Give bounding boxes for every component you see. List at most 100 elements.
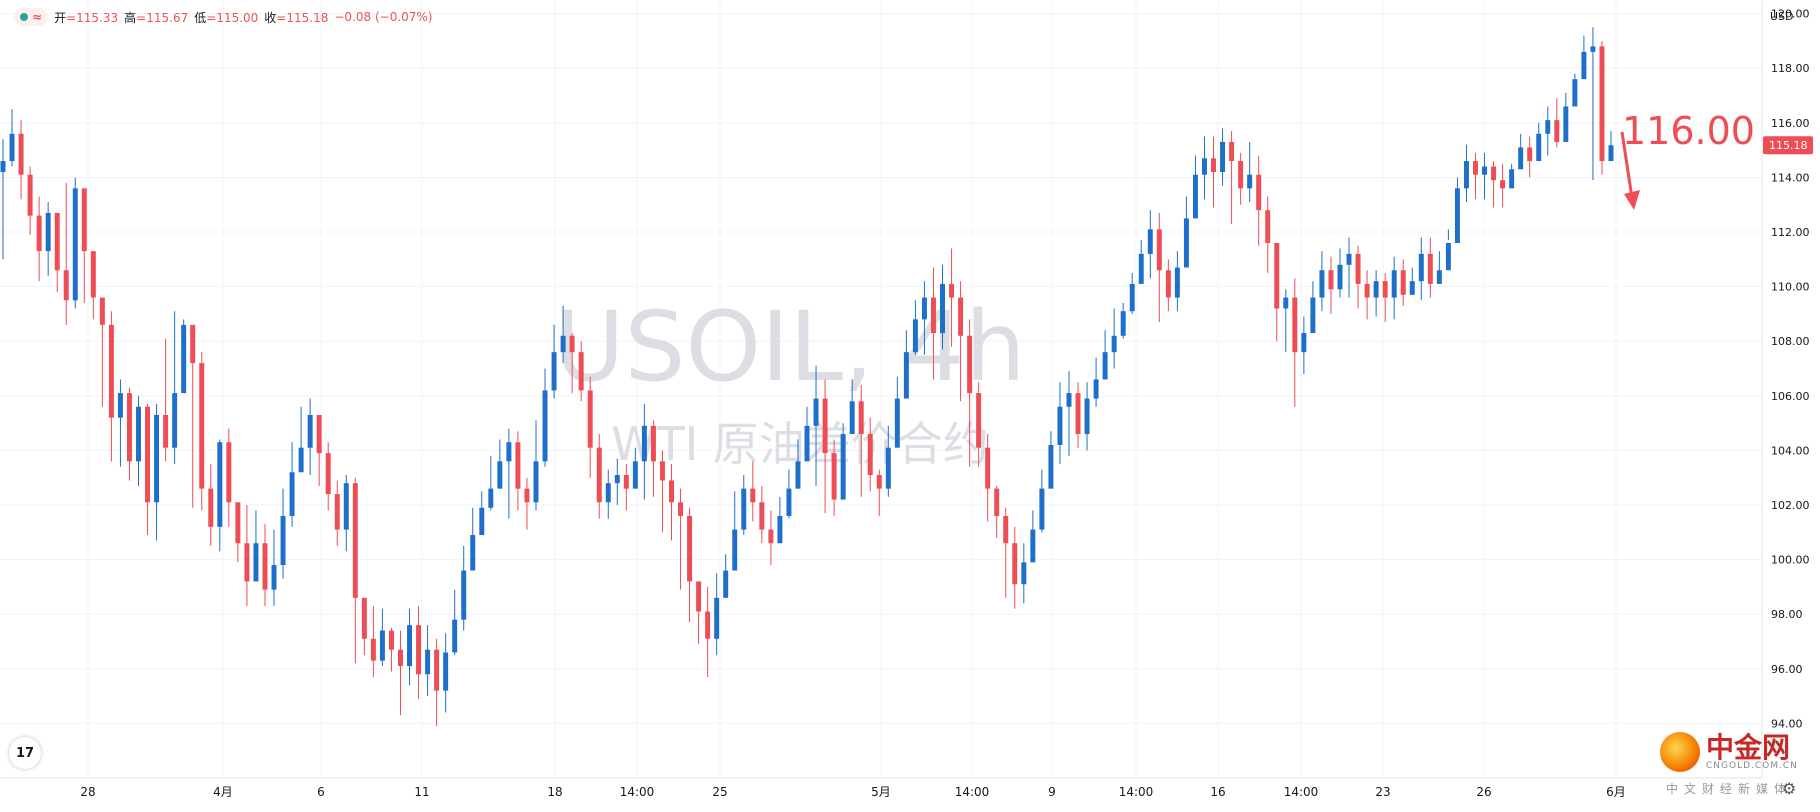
candle-body bbox=[45, 212, 51, 252]
x-tick-label: 23 bbox=[1375, 785, 1390, 799]
candle-body bbox=[876, 474, 882, 489]
candle-body bbox=[1418, 253, 1424, 282]
candle-body bbox=[921, 297, 927, 320]
candle-body bbox=[1328, 270, 1334, 290]
candle-body bbox=[705, 611, 711, 639]
candle-body bbox=[1409, 281, 1415, 295]
candle-body bbox=[325, 453, 331, 495]
candle-body bbox=[578, 352, 584, 391]
candle-body bbox=[1084, 398, 1090, 435]
wave-icon: ≈ bbox=[32, 10, 43, 24]
candle-body bbox=[551, 352, 557, 391]
candle-body bbox=[1436, 270, 1442, 284]
candle-body bbox=[1102, 352, 1108, 380]
x-tick-label: 6 bbox=[317, 785, 325, 799]
y-tick-label: 120.00 bbox=[1771, 8, 1810, 21]
candle-body bbox=[840, 434, 846, 500]
candle-body bbox=[1572, 79, 1578, 107]
candle-body bbox=[949, 283, 955, 298]
candle-body bbox=[596, 447, 602, 503]
candle-body bbox=[1554, 120, 1560, 142]
candle-body bbox=[1355, 253, 1361, 284]
candle-body bbox=[732, 529, 738, 571]
candle-body bbox=[1545, 120, 1551, 134]
y-tick-label: 100.00 bbox=[1771, 554, 1810, 567]
candle-body bbox=[605, 483, 611, 503]
candle-body bbox=[623, 474, 629, 489]
x-tick-label: 4月 bbox=[213, 785, 233, 799]
candle-body bbox=[235, 502, 241, 544]
candle-body bbox=[912, 319, 918, 353]
candle-body bbox=[271, 565, 277, 590]
ohlc-change: −0.08 (−0.07%) bbox=[334, 10, 433, 24]
candle-body bbox=[0, 161, 6, 172]
series-dot-icon bbox=[20, 13, 28, 21]
x-tick-label: 14:00 bbox=[620, 785, 655, 799]
last-price-tag-text: 115.18 bbox=[1769, 139, 1808, 152]
candle-body bbox=[289, 472, 295, 516]
candle-body bbox=[1048, 444, 1054, 489]
candle-body bbox=[27, 174, 33, 216]
settings-gear-icon[interactable]: ⚙ bbox=[1782, 779, 1797, 798]
candle-body bbox=[334, 494, 340, 530]
candle-body bbox=[126, 393, 132, 462]
candle-body bbox=[813, 398, 819, 426]
candle-body bbox=[1563, 106, 1569, 142]
candle-body bbox=[1129, 283, 1135, 312]
candle-body bbox=[145, 406, 151, 503]
candle-body bbox=[542, 390, 548, 462]
candle-body bbox=[226, 442, 232, 503]
brand-url: CNGOLD.COM.CN bbox=[1706, 760, 1798, 771]
series-toggle[interactable]: ≈ bbox=[14, 8, 49, 26]
candle-body bbox=[208, 488, 214, 527]
candle-body bbox=[154, 414, 160, 503]
candle-body bbox=[479, 507, 485, 536]
candle-body bbox=[1364, 283, 1370, 298]
x-tick-label: 14:00 bbox=[1119, 785, 1154, 799]
candle-body bbox=[1500, 180, 1506, 189]
candle-body bbox=[1238, 161, 1244, 189]
candle-body bbox=[1183, 218, 1189, 268]
candle-body bbox=[976, 393, 982, 448]
candle-body bbox=[632, 461, 638, 489]
candle-body bbox=[307, 414, 313, 448]
candle-body bbox=[569, 335, 575, 353]
candle-body bbox=[1039, 488, 1045, 530]
x-tick-label: 16 bbox=[1210, 785, 1225, 799]
tradingview-logo[interactable]: 17 bbox=[9, 737, 41, 769]
y-tick-label: 112.00 bbox=[1771, 226, 1810, 239]
candle-body bbox=[298, 447, 304, 473]
candle-body bbox=[253, 543, 259, 582]
candle-body bbox=[1265, 210, 1271, 243]
candle-body bbox=[280, 515, 286, 566]
y-tick-label: 96.00 bbox=[1771, 663, 1803, 676]
candle-body bbox=[1482, 166, 1488, 175]
candle-body bbox=[1337, 264, 1343, 290]
y-tick-label: 106.00 bbox=[1771, 390, 1810, 403]
candle-body bbox=[361, 597, 367, 639]
candle-body bbox=[163, 414, 169, 448]
annotation-arrow-head bbox=[1624, 190, 1640, 210]
y-tick-label: 118.00 bbox=[1771, 62, 1810, 75]
candle-body bbox=[90, 251, 96, 298]
x-tick-label: 28 bbox=[80, 785, 95, 799]
candle-body bbox=[461, 570, 467, 620]
candle-body bbox=[316, 414, 322, 454]
candle-body bbox=[54, 212, 60, 271]
candle-body bbox=[985, 447, 991, 489]
y-tick-label: 114.00 bbox=[1771, 171, 1810, 184]
candle-body bbox=[1283, 297, 1289, 309]
candle-body bbox=[967, 335, 973, 394]
x-tick-label: 9 bbox=[1048, 785, 1056, 799]
candle-body bbox=[587, 390, 593, 448]
candle-body bbox=[1120, 311, 1126, 336]
candle-body bbox=[795, 461, 801, 489]
candle-body bbox=[434, 649, 440, 691]
candle-body bbox=[370, 638, 376, 661]
candle-body bbox=[407, 625, 413, 667]
candle-body bbox=[714, 597, 720, 639]
candle-body bbox=[470, 535, 476, 571]
candle-body bbox=[614, 474, 620, 484]
